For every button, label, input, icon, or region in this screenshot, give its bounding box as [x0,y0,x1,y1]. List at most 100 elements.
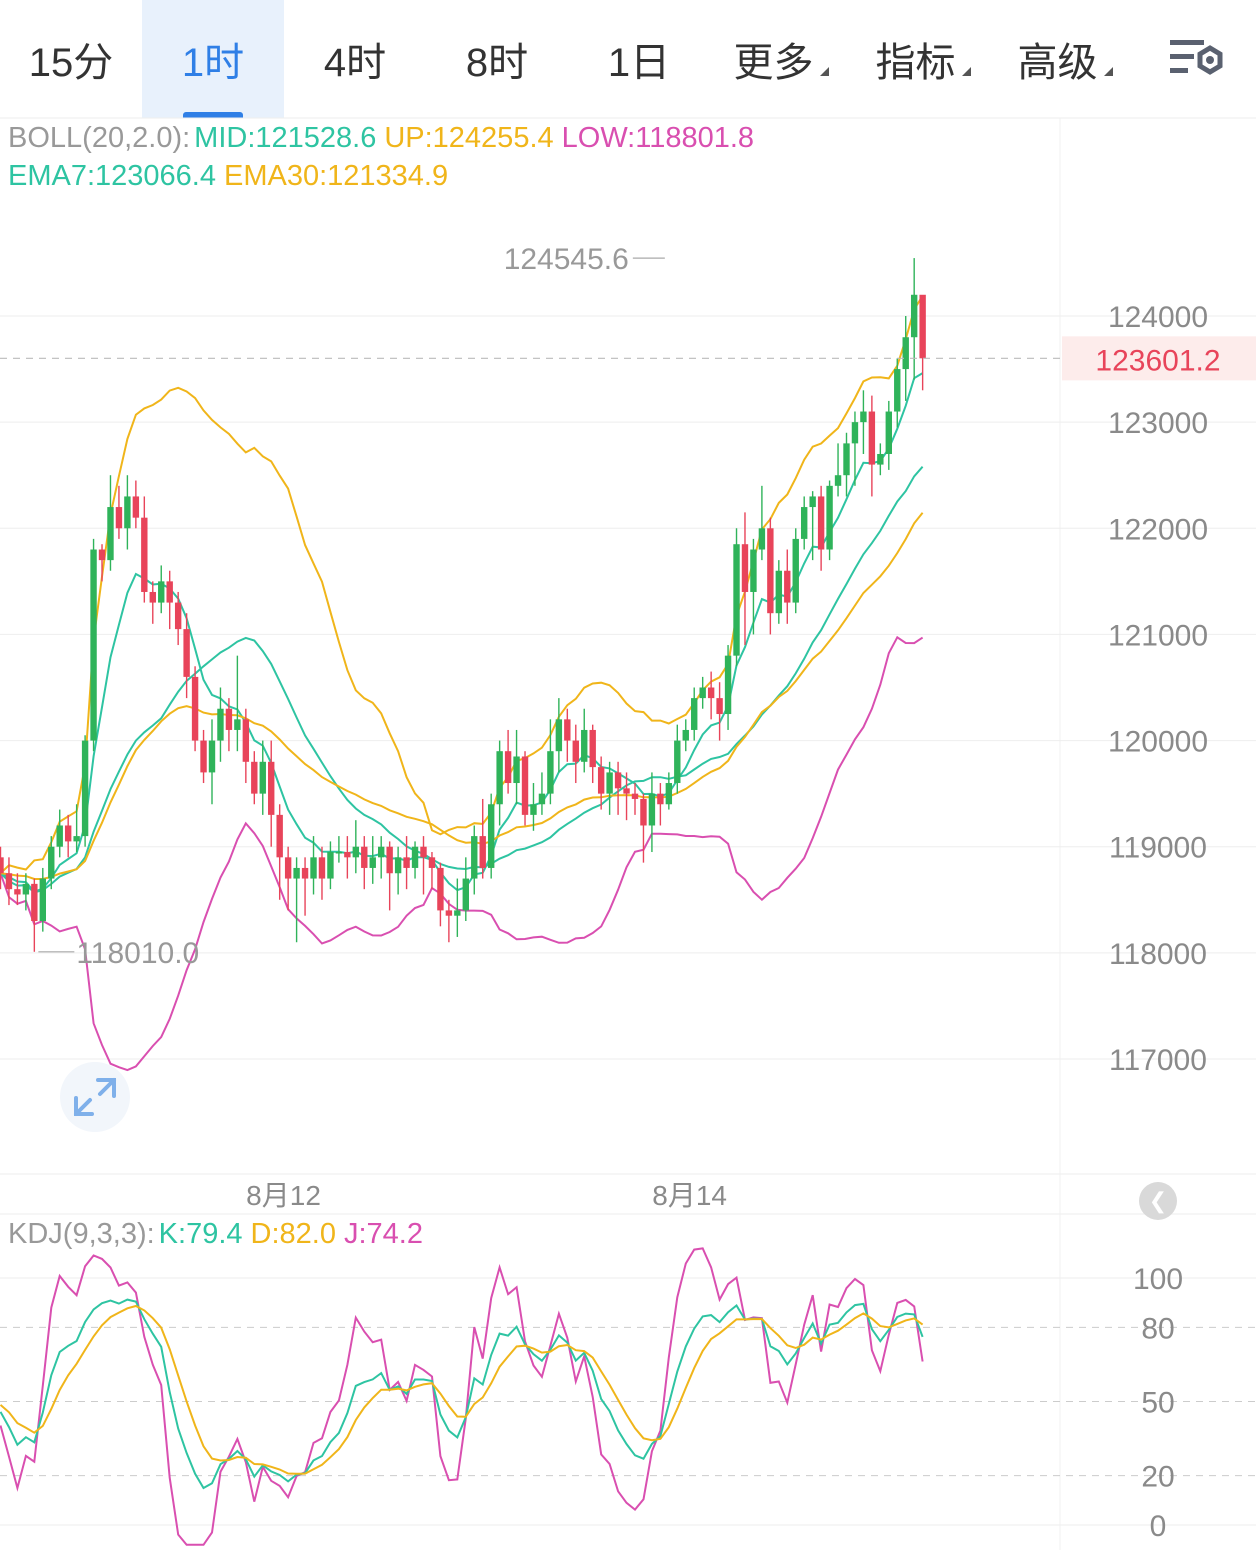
candle-body [403,857,410,868]
candle-body [98,549,106,561]
collapse-panel-icon[interactable]: ❮ [1139,1182,1177,1220]
tab-5[interactable]: 1日 [568,0,710,118]
candle-body [487,804,495,868]
candle-body [860,411,867,423]
time-tick-label: 8月12 [246,1180,321,1211]
candle-body [691,698,698,730]
current-price-tag [1062,336,1256,381]
candle-body [716,698,723,715]
candle-body [56,825,63,847]
candle-body [234,719,241,730]
candle-body [48,846,55,879]
active-tab-indicator [183,112,243,118]
max-price-label: 124545.6 [504,243,629,276]
candle-body [504,751,512,784]
candle-body [225,708,233,730]
candle-body [369,857,376,868]
candle-body [454,910,461,916]
expand-chart-icon[interactable] [60,1062,130,1132]
candle-body [5,873,13,890]
candle-body [834,475,842,486]
tab-label: 8时 [465,41,529,85]
candle-body [276,814,283,858]
candle-body [242,719,250,762]
candle-body [344,852,351,858]
price-tick-label: 117000 [1109,1044,1207,1077]
ema30-line [0,512,924,880]
candle-body [538,793,546,805]
candle-body [614,772,622,789]
boll-mid: MID:121528.6 [194,122,377,154]
ema30-value: EMA30:121334.9 [223,160,449,192]
min-price-label: 118010.0 [76,937,199,970]
candle-body [107,507,114,561]
candle-body [801,507,808,539]
tab-2[interactable]: 1时 [142,0,284,118]
kdj-d: D:82.0 [250,1218,336,1250]
candle-body [471,836,478,879]
price-tick-label: 122000 [1108,513,1208,546]
candle-body [707,687,715,699]
candle-body [784,570,791,603]
candle-body [623,788,630,794]
candle-body [733,544,740,656]
candle-body [428,857,436,868]
candle-body [547,751,554,794]
dropdown-triangle-icon [819,66,829,76]
kdj-name: KDJ(9,3,3): [8,1218,155,1250]
boll-mid-line [0,466,924,894]
price-tick-label: 119000 [1109,832,1207,865]
candle-body [268,761,275,815]
candle-body [149,591,156,603]
boll-legend: BOLL(20,2.0): MID:121528.6 UP:124255.4 LOW:… [8,122,762,155]
candle-body [699,687,706,699]
ema7-line [0,372,924,893]
ema-legend: EMA7:123066.4 EMA30:121334.9 [8,160,456,193]
candle-body [826,485,833,550]
current-price-label: 123601.2 [1095,344,1220,377]
candle-body [14,889,21,895]
price-tick-label: 124000 [1108,301,1208,334]
price-tick-label: 118000 [1109,938,1207,971]
candle-body [674,740,681,784]
candle-body [64,825,72,842]
candle-body [631,793,639,799]
tab-label: 1时 [181,41,245,85]
candle-body [124,496,131,529]
candle-body [682,729,689,741]
timeframe-tabs: 15分 1时 4时 8时 1日 更多 指标 高级 [0,0,1256,118]
candle-body [648,793,656,826]
candle-body [73,836,80,842]
candle-body [910,294,918,338]
candle-body [141,517,148,592]
tab-1[interactable]: 15分 [0,0,142,118]
kdj-j: J:74.2 [343,1218,423,1250]
dropdown-triangle-icon [1103,66,1113,76]
candle-body [158,581,165,603]
candle-body [411,846,419,868]
candle-body [318,857,326,879]
tab-label: 指标 [875,41,956,85]
candle-body [817,496,825,550]
tab-label: 1日 [607,41,671,85]
candle-body [792,538,799,603]
tab-3[interactable]: 4时 [284,0,426,118]
time-tick-label: 8月14 [652,1180,727,1211]
tab-4[interactable]: 8时 [426,0,568,118]
tab-8[interactable]: 高级 [994,0,1136,118]
candle-body [758,528,766,550]
candle-body [217,708,224,741]
chart-settings-gear-icon[interactable] [1168,36,1228,86]
candle-body [31,883,38,922]
candle-body [394,857,402,874]
tab-7[interactable]: 指标 [852,0,994,118]
tab-6[interactable]: 更多 [710,0,852,118]
candle-body [420,846,427,858]
boll-up: UP:124255.4 [384,122,554,154]
kdj-k: K:79.4 [158,1218,243,1250]
kdj-tick-label: 50 [1141,1387,1174,1420]
candle-body [445,910,453,916]
candle-body [902,337,909,370]
candle-body [174,602,182,630]
